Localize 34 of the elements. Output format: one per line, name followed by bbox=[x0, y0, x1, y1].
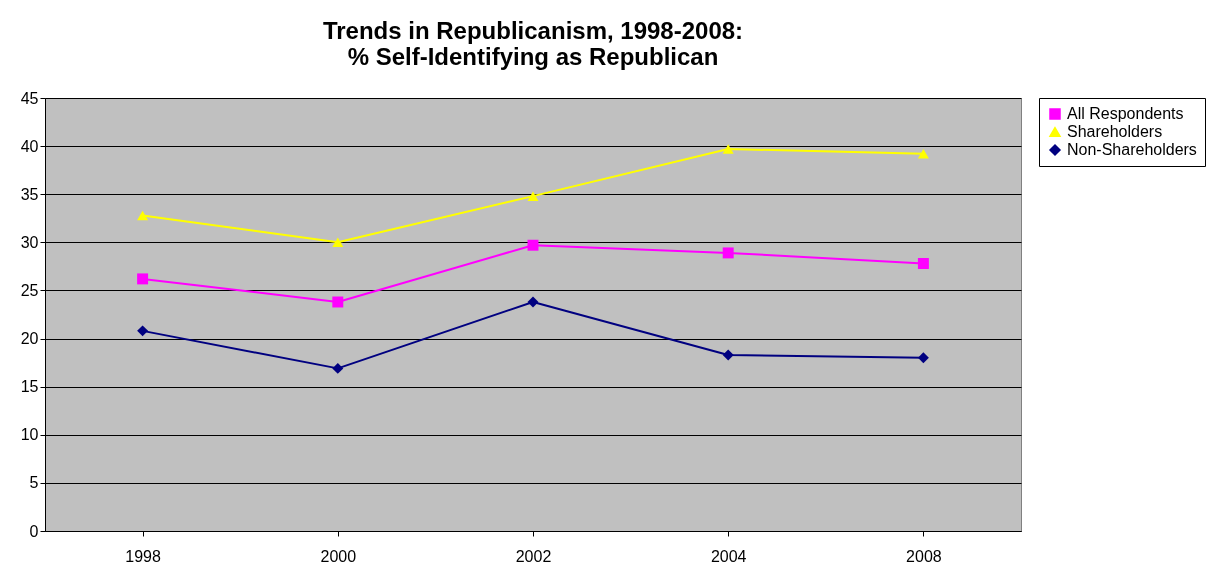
point bbox=[137, 273, 149, 285]
y-tick-label: 5 bbox=[29, 474, 39, 492]
point bbox=[917, 258, 929, 269]
y-tick-label: 45 bbox=[20, 89, 39, 107]
x-tick-label: 2000 bbox=[320, 547, 357, 565]
y-tick-label: 0 bbox=[29, 522, 39, 540]
point bbox=[527, 239, 539, 251]
point bbox=[332, 362, 344, 374]
x-tick-label: 2004 bbox=[710, 547, 747, 565]
y-tick-label: 25 bbox=[20, 281, 39, 299]
y-tick-label: 15 bbox=[20, 378, 39, 396]
chart-title: Trends in Republicanism, 1998-2008: % Self-Identifying as Republican bbox=[322, 17, 744, 70]
y-tick-label: 20 bbox=[20, 330, 39, 348]
x-tick-label: 1998 bbox=[125, 547, 161, 565]
y-tick-label: 40 bbox=[20, 137, 39, 155]
legend-label: Shareholders bbox=[1067, 123, 1163, 140]
point bbox=[137, 210, 149, 221]
point bbox=[722, 144, 734, 154]
legend-label: All Respondents bbox=[1067, 105, 1184, 122]
y-tick-label: 30 bbox=[20, 233, 39, 251]
point bbox=[917, 352, 929, 364]
point bbox=[332, 296, 344, 308]
legend-label: Non-Shareholders bbox=[1067, 141, 1197, 158]
point bbox=[722, 247, 734, 259]
point bbox=[332, 237, 344, 248]
point bbox=[917, 149, 929, 159]
point bbox=[527, 296, 539, 308]
x-tick-label: 2008 bbox=[906, 547, 942, 565]
point bbox=[527, 191, 539, 201]
x-tick-label: 2002 bbox=[515, 547, 552, 565]
point bbox=[137, 325, 149, 337]
y-tick-label: 35 bbox=[20, 185, 39, 203]
point bbox=[722, 349, 734, 361]
y-tick-label: 10 bbox=[20, 426, 39, 444]
